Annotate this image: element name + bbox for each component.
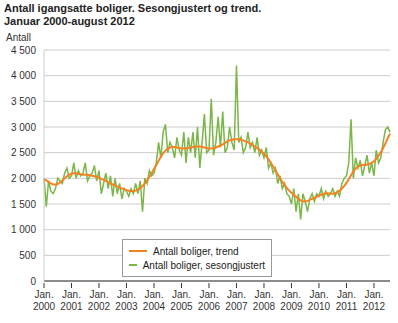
svg-text:2006: 2006 bbox=[198, 301, 221, 312]
svg-text:2008: 2008 bbox=[253, 301, 276, 312]
svg-text:2010: 2010 bbox=[308, 301, 331, 312]
svg-text:3 000: 3 000 bbox=[11, 122, 36, 133]
svg-text:2005: 2005 bbox=[170, 301, 193, 312]
html-text:Antall boliger, sesongjustert: Antall boliger, sesongjustert bbox=[142, 259, 265, 271]
svg-text:2000: 2000 bbox=[33, 301, 56, 312]
svg-text:1 000: 1 000 bbox=[11, 224, 36, 235]
svg-text:Jan.: Jan. bbox=[200, 289, 219, 300]
svg-text:Jan.: Jan. bbox=[365, 289, 384, 300]
svg-text:2001: 2001 bbox=[60, 301, 83, 312]
svg-text:Jan.: Jan. bbox=[227, 289, 246, 300]
html-text:Antall boliger, trend: Antall boliger, trend bbox=[153, 245, 239, 257]
svg-text:Jan.: Jan. bbox=[172, 289, 191, 300]
svg-text:2011: 2011 bbox=[336, 301, 358, 312]
svg-text:2007: 2007 bbox=[225, 301, 248, 312]
svg-text:4 000: 4 000 bbox=[11, 70, 36, 81]
svg-text:2 500: 2 500 bbox=[11, 147, 36, 158]
svg-text:Jan.: Jan. bbox=[337, 289, 356, 300]
svg-text:0: 0 bbox=[30, 276, 36, 287]
svg-text:2012: 2012 bbox=[363, 301, 386, 312]
svg-text:Jan.: Jan. bbox=[255, 289, 274, 300]
svg-text:2 000: 2 000 bbox=[11, 173, 36, 184]
html-text:Antall igangsatte boliger. Ses: Antall igangsatte boliger. Sesongjustert… bbox=[4, 2, 262, 14]
svg-text:2009: 2009 bbox=[280, 301, 303, 312]
svg-text:Jan.: Jan. bbox=[145, 289, 164, 300]
svg-text:1 500: 1 500 bbox=[11, 199, 36, 210]
svg-text:Jan.: Jan. bbox=[282, 289, 301, 300]
svg-text:Jan.: Jan. bbox=[35, 289, 54, 300]
svg-text:4 500: 4 500 bbox=[11, 45, 36, 56]
svg-text:Jan.: Jan. bbox=[90, 289, 109, 300]
svg-text:500: 500 bbox=[19, 250, 36, 261]
svg-text:2002: 2002 bbox=[88, 301, 111, 312]
svg-text:Jan.: Jan. bbox=[62, 289, 81, 300]
svg-text:3 500: 3 500 bbox=[11, 96, 36, 107]
html-text:Januar 2000-august 2012: Januar 2000-august 2012 bbox=[4, 15, 135, 27]
html-text:Antall: Antall bbox=[6, 32, 31, 43]
svg-text:2003: 2003 bbox=[115, 301, 138, 312]
svg-text:Jan.: Jan. bbox=[310, 289, 329, 300]
svg-text:2004: 2004 bbox=[143, 301, 166, 312]
svg-text:Jan.: Jan. bbox=[117, 289, 136, 300]
